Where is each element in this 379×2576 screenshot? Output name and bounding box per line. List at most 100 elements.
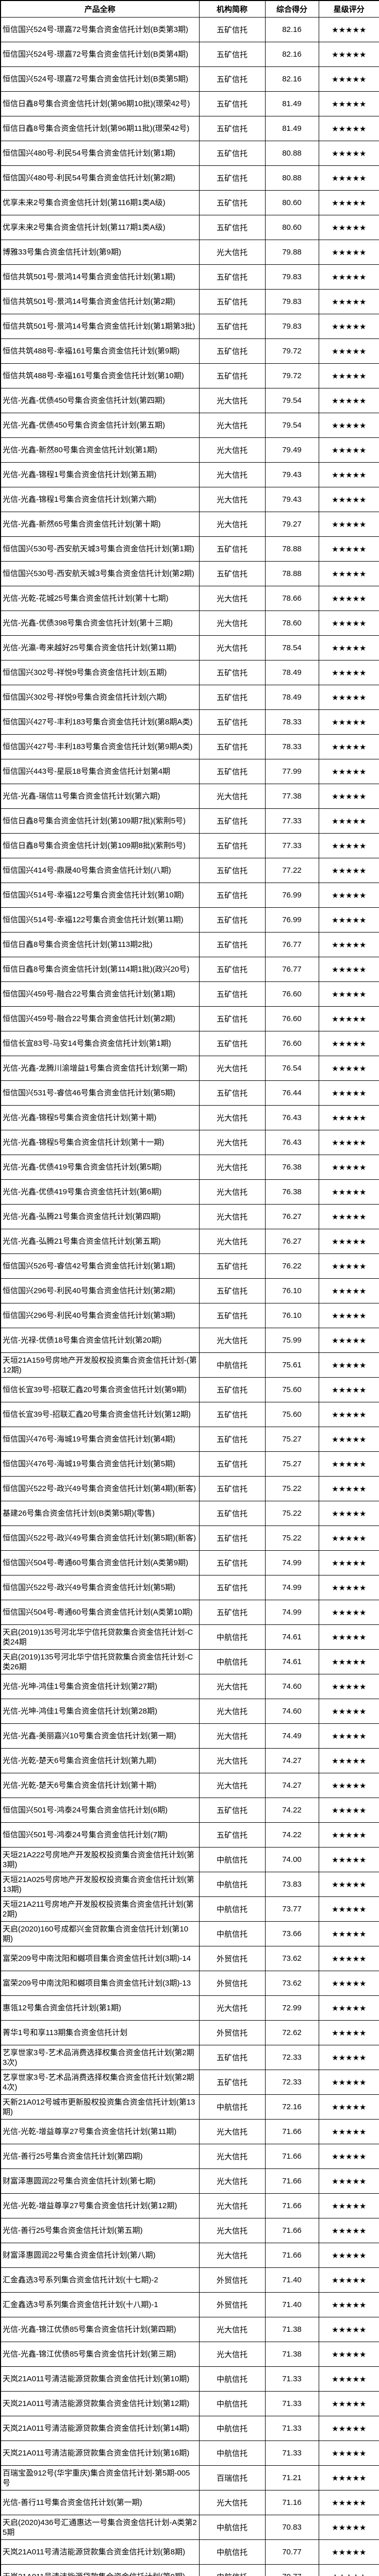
table-row: 天岚21A011号清洁能源贷款集合资金信托计划(第16期) 中航信托 71.33… [0, 2441, 379, 2466]
product-name-cell: 光信-光乾-楚天6号集合资金信托计划(第十期) [0, 1773, 200, 1798]
table-row: 光信-光坤-鸿佳1号集合资金信托计划(第28期) 光大信托 74.60 ★★★★… [0, 1699, 379, 1724]
score-cell: 79.72 [265, 338, 319, 364]
star-rating-cell: ★★★★★ [318, 462, 379, 487]
table-row: 天启(2019)135号河北华宁信托贷款集合资金信托计划-C类26期 中航信托 … [0, 1649, 379, 1674]
score-cell: 74.60 [265, 1674, 319, 1699]
product-name-cell: 恒信国兴504号-粤通60号集合资金信托计划(A类第10期) [0, 1600, 200, 1625]
institution-cell: 中航信托 [199, 1649, 266, 1674]
product-name-cell: 天岚21A011号清洁能源贷款集合资金信托计划(第16期) [0, 2441, 200, 2466]
institution-cell: 五矿信托 [199, 1550, 266, 1575]
table-row: 恒信日鑫8号集合资金信托计划(第109期8批)(紫荆5号) 五矿信托 77.33… [0, 833, 379, 858]
star-rating-cell: ★★★★★ [318, 709, 379, 735]
table-row: 光信-光鑫-弘腾21号集合资金信托计划(第四期) 光大信托 76.27 ★★★★… [0, 1204, 379, 1229]
table-row: 恒信国兴531号-睿信46号集合资金信托计划(第5期) 五矿信托 76.44 ★… [0, 1080, 379, 1106]
star-rating-cell: ★★★★★ [318, 907, 379, 933]
institution-cell: 中航信托 [199, 1624, 266, 1650]
product-name-cell: 恒信国兴504号-粤通60号集合资金信托计划(A类第9期) [0, 1550, 200, 1575]
product-name-cell: 恒信日鑫8号集合资金信托计划(第109期8批)(紫荆5号) [0, 833, 200, 858]
score-cell: 76.54 [265, 1056, 319, 1081]
table-row: 博雅33号集合资金信托计划(第9期) 光大信托 79.88 ★★★★★ [0, 240, 379, 265]
score-cell: 74.61 [265, 1649, 319, 1674]
score-cell: 81.49 [265, 116, 319, 141]
table-header-row: 产品全称 机构简称 综合得分 星级评分 [0, 0, 379, 18]
product-name-cell: 恒信日鑫8号集合资金信托计划(第96期10批)(璟荣42号) [0, 91, 200, 116]
star-rating-cell: ★★★★★ [318, 833, 379, 858]
product-name-cell: 恒信国兴414号-鼎晟40号集合资金信托计划(八期) [0, 858, 200, 883]
star-rating-cell: ★★★★★ [318, 1649, 379, 1674]
product-name-cell: 光信-善行11号集合资金信托计划(第一期) [0, 2490, 200, 2515]
product-name-cell: 恒信国兴480号-利民54号集合资金信托计划(第2期) [0, 165, 200, 191]
product-name-cell: 恒信国兴302号-祥悦9号集合资金信托计划(六期) [0, 685, 200, 710]
table-row: 光信-光乾-花城25号集合资金信托计划(第十七期) 光大信托 78.66 ★★★… [0, 586, 379, 611]
institution-cell: 五矿信托 [199, 91, 266, 116]
score-cell: 71.66 [265, 2119, 319, 2144]
star-rating-cell: ★★★★★ [318, 1995, 379, 2021]
star-rating-cell: ★★★★★ [318, 561, 379, 586]
table-row: 恒信日鑫8号集合资金信托计划(第109期7批)(紫荆5号) 五矿信托 77.33… [0, 808, 379, 834]
institution-cell: 光大信托 [199, 611, 266, 636]
product-name-cell: 天新21A012号城市更新股权投资集合资金信托计划(第13期) [0, 2094, 200, 2120]
institution-cell: 中航信托 [199, 2366, 266, 2392]
star-rating-cell: ★★★★★ [318, 190, 379, 215]
institution-cell: 光大信托 [199, 487, 266, 512]
score-cell: 73.77 [265, 1896, 319, 1922]
table-row: 恒信国兴476号-海城19号集合资金信托计划(第5期) 五矿信托 75.27 ★… [0, 1451, 379, 1477]
table-row: 恒信共筑488号-幸福161号集合资金信托计划(第10期) 五矿信托 79.72… [0, 363, 379, 388]
star-rating-cell: ★★★★★ [318, 2564, 379, 2576]
product-name-cell: 恒信国兴302号-祥悦9号集合资金信托计划(五期) [0, 660, 200, 685]
star-rating-cell: ★★★★★ [318, 1105, 379, 1130]
score-cell: 71.16 [265, 2490, 319, 2515]
product-name-cell: 光信-光瀛-粤来越好25号集合资金信托计划(第11期) [0, 635, 200, 660]
product-name-cell: 天垣21A159号房地产开发股权投资集合资金信托计划-(第12期) [0, 1352, 200, 1378]
institution-cell: 五矿信托 [199, 1080, 266, 1106]
score-cell: 78.66 [265, 586, 319, 611]
product-name-cell: 天垣21A222号房地产开发股权投资集合资金信托计划(第3期) [0, 1847, 200, 1872]
table-row: 恒信国兴427号-丰利183号集合资金信托计划(第8期A类) 五矿信托 78.3… [0, 709, 379, 735]
score-cell: 74.00 [265, 1847, 319, 1872]
institution-cell: 中航信托 [199, 2539, 266, 2565]
product-name-cell: 天岚21A011号清洁能源贷款集合资金信托计划(第8期) [0, 2539, 200, 2565]
product-name-cell: 天岚21A011号清洁能源贷款集合资金信托计划(第9期) [0, 2564, 200, 2576]
score-cell: 74.99 [265, 1550, 319, 1575]
table-row: 恒信日鑫8号集合资金信托计划(第113期2批) 五矿信托 76.77 ★★★★★ [0, 932, 379, 957]
institution-cell: 五矿信托 [199, 808, 266, 834]
institution-cell: 五矿信托 [199, 734, 266, 759]
score-cell: 76.77 [265, 957, 319, 982]
score-cell: 72.33 [265, 2045, 319, 2070]
table-row: 恒信国兴296号-利民40号集合资金信托计划(第2期) 五矿信托 76.10 ★… [0, 1278, 379, 1303]
table-row: 财富泽惠圆润22号集合资金信托计划(第八期) 光大信托 71.66 ★★★★★ [0, 2243, 379, 2268]
star-rating-cell: ★★★★★ [318, 1971, 379, 1996]
product-name-cell: 天启(2020)436号汇通惠达一号集合资金信托计划-A类第25期 [0, 2515, 200, 2540]
institution-cell: 光大信托 [199, 1748, 266, 1773]
table-row: 光信-光鑫-锦程1号集合资金信托计划(第六期) 光大信托 79.43 ★★★★★ [0, 487, 379, 512]
score-cell: 78.49 [265, 685, 319, 710]
star-rating-cell: ★★★★★ [318, 2416, 379, 2441]
star-rating-cell: ★★★★★ [318, 2168, 379, 2194]
product-name-cell: 恒信共筑488号-幸福161号集合资金信托计划(第10期) [0, 363, 200, 388]
score-cell: 80.88 [265, 141, 319, 166]
product-name-cell: 恒信长宜39号-招联汇鑫20号集合资金信托计划(第12期) [0, 1402, 200, 1427]
product-name-cell: 恒信国兴530号-西安航天城3号集合资金信托计划(第1期) [0, 536, 200, 562]
table-row: 恒信国兴504号-粤通60号集合资金信托计划(A类第10期) 五矿信托 74.9… [0, 1600, 379, 1625]
score-cell: 79.88 [265, 240, 319, 265]
score-cell: 81.49 [265, 91, 319, 116]
star-rating-cell: ★★★★★ [318, 512, 379, 537]
institution-cell: 五矿信托 [199, 660, 266, 685]
institution-cell: 光大信托 [199, 1105, 266, 1130]
score-cell: 76.43 [265, 1105, 319, 1130]
table-row: 恒信长宜39号-招联汇鑫20号集合资金信托计划(第12期) 五矿信托 75.60… [0, 1402, 379, 1427]
table-row: 光信-光鑫-优债419号集合资金信托计划(第6期) 光大信托 76.38 ★★★… [0, 1179, 379, 1205]
institution-cell: 光大信托 [199, 1229, 266, 1254]
table-row: 光信-光乾-增益尊享27号集合资金信托计划(第11期) 光大信托 71.66 ★… [0, 2119, 379, 2144]
table-row: 恒信共筑501号-景鸿14号集合资金信托计划(第2期) 五矿信托 79.83 ★… [0, 289, 379, 314]
score-cell: 72.99 [265, 1995, 319, 2021]
score-cell: 72.33 [265, 2070, 319, 2095]
product-name-cell: 财富泽惠圆润22号集合资金信托计划(第八期) [0, 2243, 200, 2268]
product-name-cell: 光信-光鑫-瑞信11号集合资金信托计划(第六期) [0, 784, 200, 809]
score-cell: 70.83 [265, 2515, 319, 2540]
product-name-cell: 恒信国兴522号-政兴49号集合资金信托计划(第4期)(新客) [0, 1476, 200, 1501]
score-cell: 71.33 [265, 2416, 319, 2441]
score-cell: 71.33 [265, 2441, 319, 2466]
star-rating-cell: ★★★★★ [318, 264, 379, 290]
product-name-cell: 恒信国兴501号-鸿泰24号集合资金信托计划(7期) [0, 1822, 200, 1848]
